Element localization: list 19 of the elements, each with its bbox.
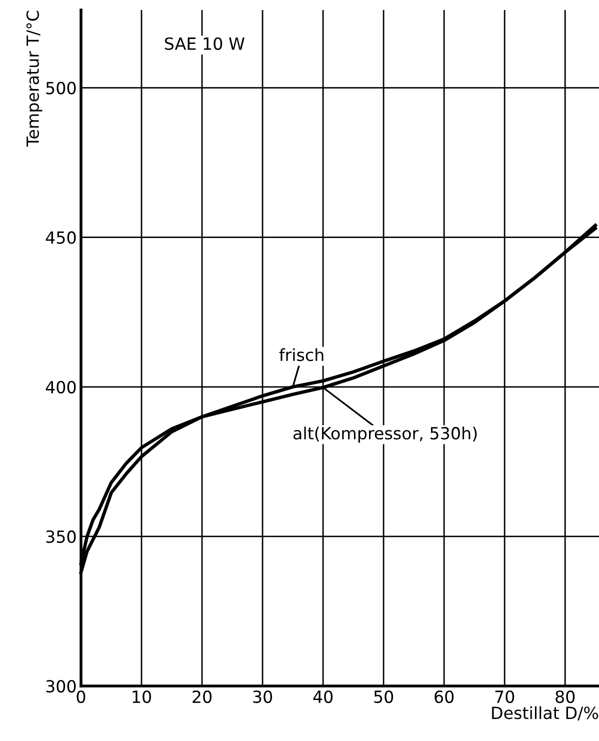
- x-tick-label: 70: [495, 690, 514, 704]
- x-tick-label: 10: [132, 690, 152, 704]
- y-tick-label: 500: [46, 82, 76, 94]
- x-tick-label: 60: [434, 690, 454, 704]
- y-tick-label: 400: [46, 380, 76, 394]
- y-tick-label: 300: [46, 680, 76, 693]
- text: SAE 10 W: [164, 37, 244, 50]
- legend-label: alt(Kompressor, 530h): [294, 426, 477, 443]
- series-label: frisch: [279, 348, 324, 362]
- x-axis-title: Destillat D/%: [492, 706, 598, 721]
- y-axis-title: Temperatur T/°C: [26, 10, 42, 147]
- x-tick-label: 40: [313, 690, 333, 704]
- x-tick-label: 20: [192, 690, 212, 704]
- x-tick-label: 30: [253, 690, 272, 704]
- y-tick-label: 350: [46, 530, 76, 544]
- x-tick-label: 0: [76, 690, 86, 704]
- y-tick-label: 450: [46, 231, 76, 244]
- x-tick-label: 50: [374, 690, 394, 704]
- x-tick-label: 80: [556, 690, 575, 704]
